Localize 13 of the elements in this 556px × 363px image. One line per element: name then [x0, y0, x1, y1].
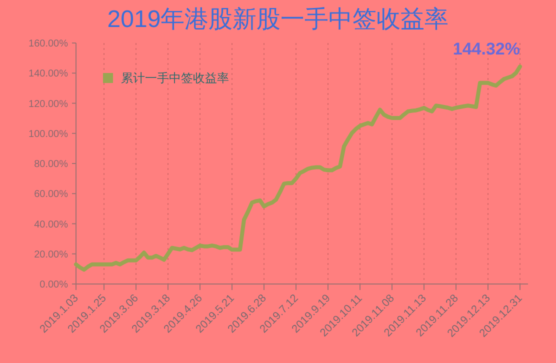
- data-label: 144.32%: [452, 40, 520, 59]
- line-series: [74, 64, 522, 272]
- y-tick-label: 100.00%: [28, 128, 68, 140]
- y-tick-label: 40.00%: [34, 219, 68, 230]
- legend-label: 累计一手中签收益率: [121, 71, 229, 86]
- y-tick-label: 0.00%: [40, 280, 68, 290]
- y-tick-label: 140.00%: [28, 68, 68, 80]
- chart-title: 2019年港股新股一手中签收益率: [107, 6, 449, 33]
- y-tick-label: 20.00%: [34, 249, 68, 260]
- y-tick-label: 120.00%: [28, 98, 68, 110]
- y-tick-label: 80.00%: [34, 159, 68, 170]
- y-tick-label: 60.00%: [34, 189, 68, 200]
- y-tick-label: 160.00%: [28, 38, 68, 50]
